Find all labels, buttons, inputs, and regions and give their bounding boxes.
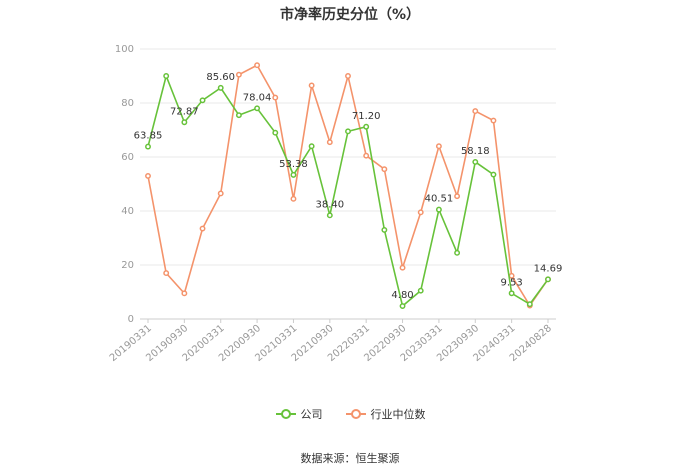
data-point	[345, 128, 351, 135]
data-label: 40.51	[425, 194, 454, 205]
data-point	[326, 139, 333, 146]
data-point	[417, 209, 424, 216]
data-point	[145, 143, 151, 150]
y-tick-label: 60	[121, 152, 134, 163]
data-point	[399, 264, 406, 271]
data-point	[145, 172, 151, 179]
series-line-industry	[147, 64, 549, 307]
legend: 公司 行业中位数	[0, 406, 700, 422]
y-tick-label: 20	[121, 260, 134, 271]
data-point	[526, 301, 533, 308]
data-point	[363, 152, 370, 159]
legend-item-company[interactable]: 公司	[275, 406, 323, 422]
data-label: 14.69	[534, 263, 563, 274]
legend-marker-company	[275, 409, 296, 419]
y-tick-label: 40	[121, 206, 134, 217]
data-point	[345, 73, 351, 79]
data-point	[181, 119, 188, 126]
data-point	[290, 171, 297, 178]
data-label: 85.60	[206, 72, 235, 83]
data-point	[163, 73, 170, 79]
data-point	[272, 129, 279, 136]
chart-title: 市净率历史分位（%）	[279, 7, 421, 23]
data-point	[235, 71, 242, 78]
data-point	[472, 158, 479, 165]
data-point	[290, 195, 297, 202]
data-point	[326, 212, 333, 219]
data-point	[435, 143, 442, 150]
data-point	[454, 249, 461, 256]
data-point	[235, 112, 242, 119]
data-point	[217, 190, 224, 197]
data-label: 63.85	[134, 131, 163, 142]
data-point	[254, 62, 261, 69]
data-point	[417, 287, 424, 294]
data-point	[363, 123, 370, 130]
data-label: 58.18	[461, 146, 490, 157]
legend-label-industry: 行业中位数	[370, 408, 426, 421]
data-point	[454, 193, 461, 200]
data-label: 53.38	[279, 159, 308, 170]
data-point	[254, 105, 261, 112]
data-point	[199, 225, 206, 232]
data-point	[181, 290, 188, 297]
data-point	[472, 108, 479, 115]
series-line-company	[147, 73, 549, 308]
y-tick-label: 100	[115, 44, 134, 55]
data-label: 4.80	[391, 290, 413, 301]
data-point	[508, 290, 515, 297]
data-point	[308, 143, 315, 150]
data-point	[490, 171, 497, 178]
data-point	[272, 94, 279, 101]
y-tick-label: 80	[121, 98, 134, 109]
data-point	[163, 270, 170, 277]
data-label: 9.53	[501, 277, 523, 288]
data-point	[545, 276, 551, 283]
data-point	[381, 226, 388, 233]
data-label: 71.20	[352, 111, 381, 122]
data-label: 78.04	[243, 92, 272, 103]
data-point	[199, 97, 206, 104]
data-label: 72.87	[170, 106, 199, 117]
data-point	[217, 84, 224, 91]
data-label: 38.40	[315, 199, 344, 210]
legend-label-company: 公司	[300, 408, 323, 421]
data-point	[399, 303, 406, 309]
data-point	[490, 117, 497, 124]
y-tick-label: 0	[128, 314, 134, 325]
data-source: 数据来源：恒生聚源	[300, 452, 400, 465]
data-point	[308, 82, 315, 89]
data-point	[435, 206, 442, 213]
legend-item-industry[interactable]: 行业中位数	[345, 406, 426, 422]
data-point	[381, 166, 388, 173]
legend-marker-industry	[345, 409, 366, 419]
